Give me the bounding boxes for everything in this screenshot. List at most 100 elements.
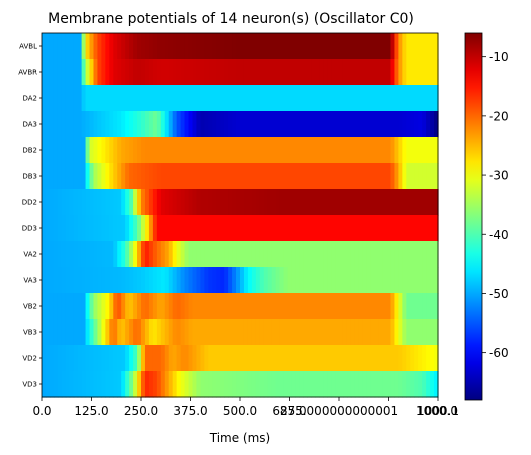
heatmap-cell — [315, 371, 320, 398]
heatmap-cell — [422, 189, 427, 216]
heatmap-cell — [275, 163, 281, 190]
heatmap-cell — [196, 267, 201, 294]
heatmap-cell — [121, 85, 126, 112]
heatmap-cell — [176, 111, 182, 138]
heatmap-cell — [267, 137, 273, 164]
heatmap-cell — [164, 111, 170, 138]
heatmap-cell — [251, 189, 257, 216]
heatmap-cell — [311, 267, 316, 294]
heatmap-cell — [164, 371, 170, 398]
heatmap-cell — [358, 111, 364, 138]
heatmap-cell — [279, 371, 285, 398]
heatmap-cell — [232, 137, 237, 164]
heatmap-cell — [133, 189, 138, 216]
heatmap-cell — [335, 241, 340, 268]
heatmap-cell — [172, 111, 178, 138]
heatmap-cell — [93, 293, 99, 320]
heatmap-cell — [212, 163, 217, 190]
heatmap-cell — [255, 293, 261, 320]
heatmap-cell — [315, 85, 320, 112]
heatmap-cell — [164, 345, 170, 372]
heatmap-cell — [176, 293, 182, 320]
heatmap-cell — [176, 267, 182, 294]
heatmap-cell — [129, 371, 134, 398]
chart-title: Membrane potentials of 14 neuron(s) (Osc… — [48, 11, 414, 27]
heatmap-cell — [57, 111, 63, 138]
heatmap-cell — [176, 85, 182, 112]
heatmap-cell — [224, 33, 229, 60]
heatmap-cell — [303, 85, 308, 112]
heatmap-cell — [81, 241, 87, 268]
heatmap-cell — [362, 241, 368, 268]
heatmap-cell — [69, 215, 75, 242]
heatmap-cell — [358, 85, 364, 112]
heatmap-cell — [89, 33, 95, 60]
heatmap-cell — [339, 267, 344, 294]
heatmap-cell — [342, 241, 348, 268]
heatmap-cell — [216, 111, 221, 138]
heatmap-cell — [287, 371, 293, 398]
heatmap-cell — [350, 137, 356, 164]
heatmap-cell — [137, 189, 142, 216]
heatmap-cell — [259, 371, 265, 398]
heatmap-cell — [200, 215, 205, 242]
heatmap-cell — [319, 345, 324, 372]
heatmap-cell — [141, 163, 146, 190]
heatmap-cell — [156, 85, 162, 112]
heatmap-cell — [327, 319, 332, 346]
heatmap-cell — [125, 241, 130, 268]
heatmap-cell — [382, 215, 388, 242]
heatmap-cell — [279, 137, 285, 164]
heatmap-cell — [42, 319, 47, 346]
heatmap-cell — [354, 59, 360, 86]
heatmap-cell — [418, 293, 423, 320]
heatmap-cell — [220, 163, 225, 190]
heatmap-cell — [267, 293, 273, 320]
heatmap-cell — [200, 137, 205, 164]
heatmap-cell — [251, 267, 257, 294]
heatmap-cell — [45, 241, 51, 268]
heatmap-cell — [89, 267, 95, 294]
heatmap-cell — [216, 189, 221, 216]
heatmap-cell — [271, 163, 277, 190]
heatmap-cell — [291, 241, 297, 268]
heatmap-cell — [263, 267, 269, 294]
heatmap-cell — [45, 293, 51, 320]
heatmap-cell — [49, 293, 55, 320]
heatmap-cell — [243, 215, 249, 242]
heatmap-cell — [275, 319, 281, 346]
heatmap-cell — [251, 215, 257, 242]
heatmap-cell — [414, 345, 419, 372]
heatmap-cell — [240, 267, 245, 294]
heatmap-cell — [323, 59, 328, 86]
heatmap-cell — [176, 33, 182, 60]
heatmap-cell — [271, 215, 277, 242]
heatmap-cell — [398, 241, 403, 268]
heatmap-cell — [137, 241, 142, 268]
heatmap-cell — [89, 345, 95, 372]
heatmap-cell — [366, 319, 372, 346]
heatmap-cell — [109, 293, 114, 320]
heatmap-cell — [133, 59, 138, 86]
heatmap-cell — [121, 319, 126, 346]
heatmap-cell — [69, 189, 75, 216]
heatmap-cell — [319, 293, 324, 320]
heatmap-cell — [113, 33, 118, 60]
heatmap-cell — [105, 267, 110, 294]
heatmap-cell — [77, 267, 83, 294]
heatmap-cell — [331, 267, 336, 294]
heatmap-cell — [335, 371, 340, 398]
heatmap-cell — [339, 59, 344, 86]
heatmap-cell — [315, 163, 320, 190]
heatmap-cell — [125, 111, 130, 138]
heatmap-cell — [228, 189, 233, 216]
heatmap-cell — [69, 59, 75, 86]
heatmap-cell — [243, 371, 249, 398]
heatmap-cell — [370, 137, 376, 164]
heatmap-cell — [307, 33, 312, 60]
heatmap-cell — [430, 319, 435, 346]
heatmap-cell — [65, 319, 71, 346]
heatmap-cell — [398, 85, 403, 112]
heatmap-cell — [291, 371, 297, 398]
heatmap-cell — [113, 293, 118, 320]
